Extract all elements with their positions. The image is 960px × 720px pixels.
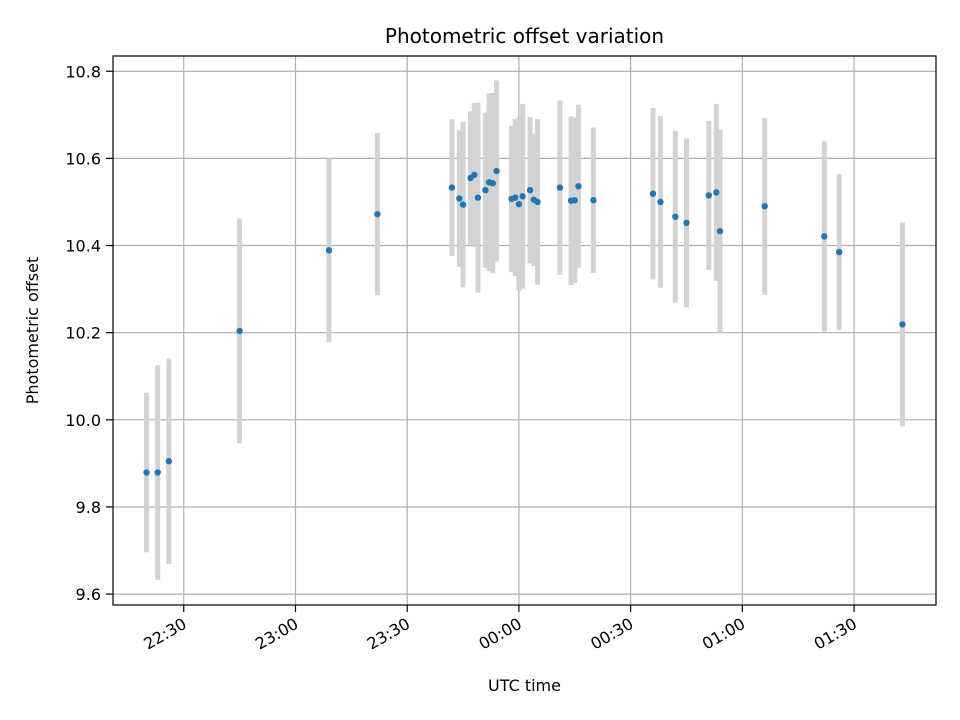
- data-point: [575, 183, 582, 190]
- data-point: [657, 198, 664, 206]
- data-point: [519, 193, 526, 200]
- y-axis-label: Photometric offset: [23, 257, 42, 405]
- data-point: [713, 189, 720, 196]
- data-point: [571, 197, 578, 204]
- data-point: [154, 469, 161, 476]
- data-point: [899, 321, 906, 328]
- data-point: [489, 180, 497, 187]
- data-point: [649, 190, 657, 197]
- data-point: [672, 213, 679, 220]
- y-tick-label: 10.8: [65, 62, 101, 81]
- data-points: [143, 167, 906, 476]
- x-axis-label: UTC time: [488, 676, 561, 695]
- chart-title: Photometric offset variation: [385, 24, 664, 48]
- y-tick-label: 10.6: [65, 149, 101, 168]
- data-point: [534, 198, 541, 206]
- data-point: [761, 203, 768, 210]
- data-point: [526, 187, 534, 194]
- grid-lines: [113, 56, 936, 605]
- data-point: [835, 248, 843, 256]
- y-axis-ticks: 9.6 9.8 10.0 10.2 10.4 10.6 10.8: [65, 62, 113, 604]
- data-point: [821, 233, 828, 240]
- data-point: [683, 219, 690, 227]
- data-point: [515, 200, 523, 208]
- data-point: [448, 184, 456, 191]
- data-point: [236, 327, 243, 335]
- data-point: [143, 469, 150, 476]
- data-point: [590, 197, 597, 204]
- data-point: [716, 227, 724, 235]
- data-point: [374, 210, 381, 218]
- y-tick-label: 10.4: [65, 237, 101, 256]
- y-tick-label: 9.8: [76, 498, 101, 517]
- data-point: [556, 184, 564, 191]
- data-point: [459, 201, 467, 208]
- y-tick-label: 10.2: [65, 324, 101, 343]
- data-point: [456, 195, 463, 202]
- y-tick-label: 10.0: [65, 411, 101, 430]
- data-point: [474, 194, 482, 201]
- data-point: [165, 458, 173, 465]
- data-point: [511, 194, 519, 201]
- data-point: [493, 167, 500, 175]
- y-tick-label: 9.6: [76, 585, 101, 604]
- data-point: [705, 192, 713, 199]
- data-point: [325, 247, 333, 254]
- data-point: [482, 187, 489, 194]
- plot-frame: [112, 55, 937, 606]
- data-point: [471, 171, 478, 179]
